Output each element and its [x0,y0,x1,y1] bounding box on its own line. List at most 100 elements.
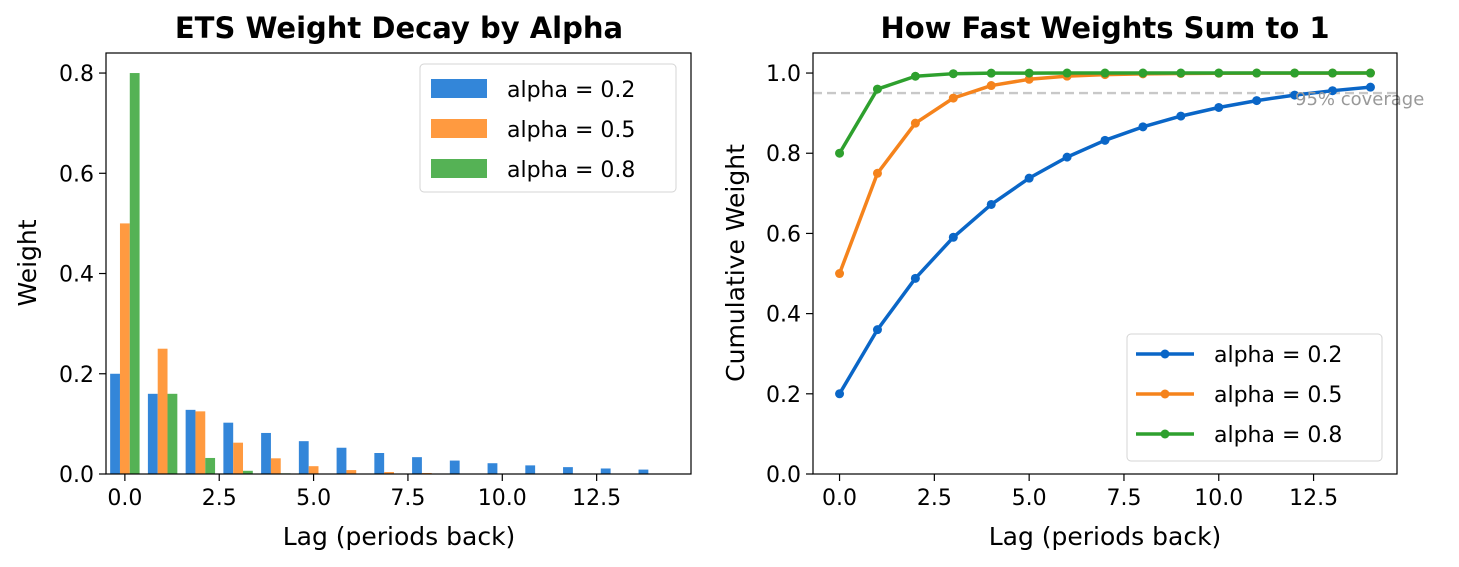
bar-alpha-0-2-lag-1 [147,393,158,474]
y-axis-ticks: 0.0 0.2 0.4 0.6 0.8 1.0 [766,62,813,488]
point-alpha-0-2-lag-4 [986,199,996,209]
y-tick-label: 0.0 [59,463,94,488]
point-alpha-0-8-lag-3 [948,69,958,79]
point-alpha-0-8-lag-4 [986,68,996,78]
bar-alpha-0-8-lag-0 [129,73,140,475]
point-alpha-0-2-lag-8 [1138,122,1148,132]
point-alpha-0-2-lag-5 [1024,173,1034,183]
axes-frame [812,52,1398,475]
bar-alpha-0-5-lag-1 [157,348,168,474]
legend-marker-alpha-0-2 [1160,349,1170,359]
point-alpha-0-2-lag-13 [1328,86,1338,96]
coverage-reference-label: 95% coverage [1295,89,1424,110]
bar-alpha-0-2-lag-6 [336,447,347,474]
y-tick-label: 0.4 [59,263,94,288]
x-tick-label: 10.0 [1194,486,1243,511]
bar-alpha-0-2-lag-11 [525,465,536,474]
bar-alpha-0-2-lag-5 [298,441,309,474]
x-axis-label: Lag (periods back) [283,522,516,551]
x-tick-label: 5.0 [1012,486,1047,511]
bar-alpha-0-2-lag-14 [638,469,649,474]
point-alpha-0-2-lag-1 [872,325,882,335]
x-tick-label: 7.5 [390,486,425,511]
chart-title: ETS Weight Decay by Alpha [175,11,623,45]
point-alpha-0-2-lag-14 [1365,82,1375,92]
bar-alpha-0-2-lag-9 [449,460,460,474]
y-axis-label: Weight [13,219,42,306]
point-alpha-0-5-lag-3 [948,93,958,103]
point-alpha-0-2-lag-7 [1100,135,1110,145]
legend-label-alpha-0-5: alpha = 0.5 [507,118,635,143]
y-tick-label: 0.6 [766,222,801,247]
bar-alpha-0-5-lag-5 [308,466,319,474]
point-alpha-0-8-lag-8 [1138,68,1148,78]
point-alpha-0-2-lag-3 [948,232,958,242]
bar-alpha-0-8-lag-1 [167,393,178,474]
legend-swatch-alpha-0-8 [431,159,487,178]
x-tick-label: 12.5 [1289,486,1338,511]
legend-label-alpha-0-8: alpha = 0.8 [1214,423,1342,448]
x-tick-label: 7.5 [1106,486,1141,511]
bar-alpha-0-8-lag-3 [243,470,253,474]
point-alpha-0-8-lag-5 [1024,68,1034,78]
y-tick-label: 0.6 [59,162,94,187]
x-axis-label: Lag (periods back) [989,522,1222,551]
weight-decay-chart: ETS Weight Decay by Alpha 0.0 2.5 5.0 7.5 10… [13,11,692,551]
bar-alpha-0-5-lag-3 [233,442,244,474]
chart-title: How Fast Weights Sum to 1 [880,11,1329,45]
point-alpha-0-2-lag-9 [1176,111,1186,121]
bars [110,73,649,475]
point-alpha-0-8-lag-7 [1100,68,1110,78]
point-alpha-0-2-lag-10 [1214,102,1224,112]
point-alpha-0-8-lag-14 [1365,68,1375,78]
y-tick-label: 0.0 [766,463,801,488]
legend-marker-alpha-0-5 [1160,389,1170,399]
bar-alpha-0-8-lag-2 [205,457,216,474]
x-tick-label: 0.0 [107,486,142,511]
point-alpha-0-8-lag-2 [910,71,920,81]
legend: alpha = 0.2 alpha = 0.5 alpha = 0.8 [419,63,677,193]
legend-swatch-alpha-0-2 [431,79,487,98]
point-alpha-0-2-lag-2 [910,273,920,283]
legend-box [1126,333,1383,462]
y-tick-label: 0.8 [766,142,801,167]
point-alpha-0-8-lag-13 [1328,68,1338,78]
x-tick-label: 10.0 [478,486,527,511]
y-tick-label: 0.4 [766,303,801,328]
x-tick-label: 12.5 [572,486,621,511]
point-alpha-0-8-lag-12 [1290,68,1300,78]
bar-alpha-0-2-lag-4 [261,432,271,474]
x-tick-label: 5.0 [296,486,331,511]
y-tick-label: 1.0 [766,62,801,87]
series-lines [835,68,1375,399]
bar-alpha-0-2-lag-13 [600,468,611,474]
legend-label-alpha-0-2: alpha = 0.2 [507,78,635,103]
x-axis-ticks: 0.0 2.5 5.0 7.5 10.0 12.5 [822,474,1338,511]
y-tick-label: 0.2 [766,383,801,408]
bar-alpha-0-2-lag-12 [563,467,573,474]
legend-label-alpha-0-8: alpha = 0.8 [507,158,635,183]
y-tick-label: 0.2 [59,363,94,388]
point-alpha-0-2-lag-6 [1062,152,1072,162]
legend-label-alpha-0-5: alpha = 0.5 [1214,383,1342,408]
bar-alpha-0-5-lag-7 [384,472,394,474]
point-alpha-0-8-lag-9 [1176,68,1186,78]
bar-alpha-0-5-lag-2 [195,411,206,474]
axes-frame [105,52,692,475]
point-alpha-0-5-lag-0 [835,269,845,279]
y-axis-label: Cumulative Weight [721,144,750,382]
x-tick-label: 0.0 [822,486,857,511]
point-alpha-0-8-lag-11 [1252,68,1262,78]
point-alpha-0-5-lag-1 [872,168,882,178]
point-alpha-0-5-lag-2 [910,118,920,128]
legend-swatch-alpha-0-5 [431,119,487,138]
bar-alpha-0-5-lag-4 [270,458,281,474]
point-alpha-0-2-lag-12 [1290,90,1300,100]
point-alpha-0-8-lag-1 [872,84,882,94]
legend-marker-alpha-0-8 [1160,429,1170,439]
point-alpha-0-2-lag-11 [1252,96,1262,106]
bar-alpha-0-2-lag-2 [185,409,196,474]
legend: alpha = 0.2 alpha = 0.5 alpha = 0.8 [1126,333,1383,462]
cumulative-weight-chart: How Fast Weights Sum to 1 95% coverage 0… [721,11,1424,551]
